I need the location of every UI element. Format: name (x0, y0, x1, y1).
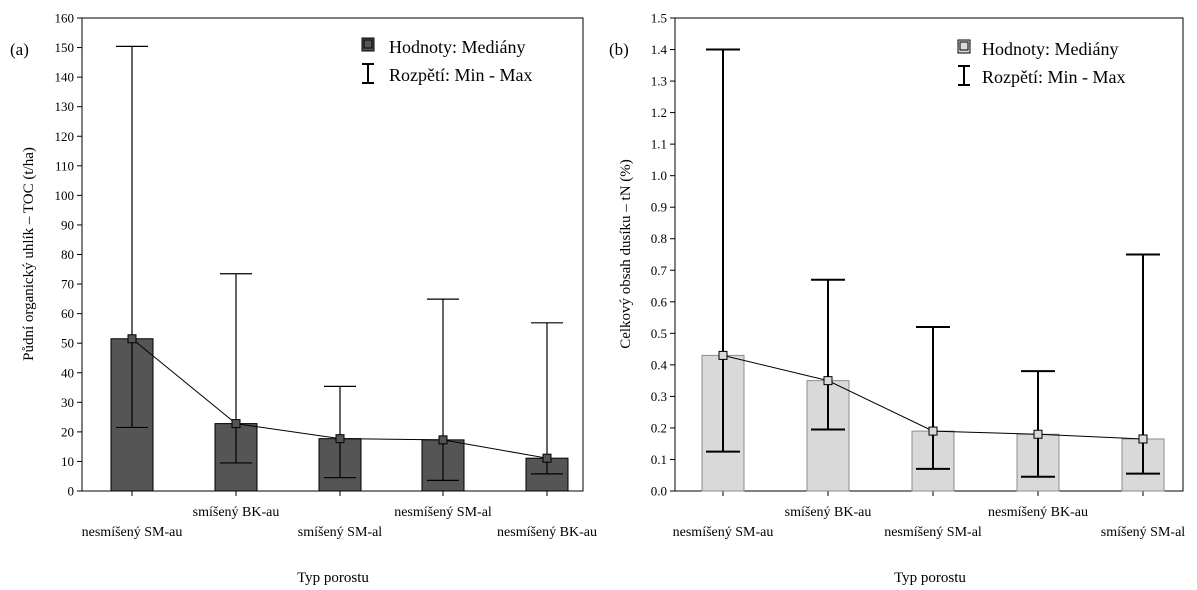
median-marker-a (335, 434, 345, 444)
y-tick-label-b: 1.2 (651, 105, 667, 120)
legend-errorbar-icon-a (362, 63, 374, 84)
y-tick-label-b: 0.3 (651, 389, 667, 404)
legend-marker-median-a (363, 39, 373, 49)
median-marker-b (1138, 434, 1148, 444)
panel-a: 0 10 20 30 40 50 60 70 80 90 100 110 120 130 140 150 160… (10, 11, 597, 587)
category-label-a: smíšený BK-au (193, 505, 280, 520)
y-tick-label-a: 50 (61, 336, 74, 351)
y-tick-label-a: 30 (61, 395, 74, 410)
y-tick-label-a: 150 (55, 40, 75, 55)
plot-frame-b (674, 17, 1184, 492)
y-tick-label-b: 0.9 (651, 200, 667, 215)
y-tick-label-b: 0.2 (651, 420, 667, 435)
median-marker-b (823, 376, 833, 386)
y-tick-label-a: 120 (55, 129, 75, 144)
y-tick-label-a: 130 (55, 99, 75, 114)
category-label-b: smíšený BK-au (785, 505, 872, 520)
legend-b: Hodnoty: Mediány Rozpětí: Min - Max (957, 39, 1125, 87)
y-axis-label-a: Půdní organický uhlík – TOC (t/ha) (21, 147, 37, 361)
x-axis-a: nesmíšený SM-au smíšený BK-au smíšený SM-a… (82, 505, 597, 540)
legend-label-median-a: Hodnoty: Mediány (389, 37, 526, 57)
y-tick-label-b: 1.0 (651, 168, 667, 183)
panel-label-a: (a) (10, 40, 29, 59)
plot-frame-a (81, 17, 584, 492)
category-label-b: nesmíšený SM-al (884, 525, 982, 540)
y-tick-label-b: 1.4 (651, 42, 668, 57)
y-tick-label-b: 0.0 (651, 484, 667, 499)
legend-label-range-a: Rozpětí: Min - Max (389, 65, 532, 85)
panel-label-b: (b) (609, 40, 629, 59)
legend-marker-median-b (959, 41, 969, 51)
y-tick-label-a: 110 (55, 158, 74, 173)
y-axis-b: 0.0 0.1 0.2 0.3 0.4 0.5 0.6 0.7 0.8 0.9 1.0 1.1 1.2 1… (651, 11, 1144, 499)
median-marker-a (231, 419, 241, 429)
category-label-b: nesmíšený SM-au (673, 525, 774, 540)
median-marker-a (542, 453, 552, 463)
y-tick-label-b: 1.3 (651, 74, 667, 89)
category-label-a: nesmíšený BK-au (497, 525, 597, 540)
y-tick-label-b: 0.1 (651, 452, 667, 467)
x-axis-label-b: Typ porostu (894, 570, 966, 586)
y-tick-label-a: 80 (61, 247, 74, 262)
y-tick-label-a: 60 (61, 306, 74, 321)
y-tick-label-b: 1.1 (651, 137, 667, 152)
median-marker-b (718, 350, 728, 360)
y-tick-label-a: 10 (61, 454, 74, 469)
y-tick-label-a: 0 (68, 484, 75, 499)
y-axis-label-b: Celkový obsah dusíku – tN (%) (618, 159, 634, 349)
y-tick-label-a: 140 (55, 70, 75, 85)
y-tick-label-a: 70 (61, 277, 74, 292)
category-label-b: nesmíšený BK-au (988, 505, 1088, 520)
y-tick-label-b: 0.5 (651, 326, 667, 341)
legend-label-range-b: Rozpětí: Min - Max (982, 67, 1125, 87)
y-tick-label-a: 20 (61, 424, 74, 439)
y-tick-label-b: 0.4 (651, 357, 668, 372)
median-marker-b (1033, 429, 1043, 439)
y-axis-a: 0 10 20 30 40 50 60 70 80 90 100 110 120 130 140 150 160 (55, 11, 548, 499)
error-bars-a (116, 45, 563, 481)
category-label-a: nesmíšený SM-au (82, 525, 183, 540)
y-tick-label-a: 40 (61, 365, 74, 380)
panel-b: 0.0 0.1 0.2 0.3 0.4 0.5 0.6 0.7 0.8 0.9 1.0 1.1 1.2 1… (609, 11, 1185, 587)
median-marker-b (928, 426, 938, 436)
error-bars-b (706, 48, 1160, 478)
legend-label-median-b: Hodnoty: Mediány (982, 39, 1119, 59)
y-tick-label-b: 0.7 (651, 263, 668, 278)
category-label-b: smíšený SM-al (1101, 525, 1186, 540)
y-tick-label-a: 160 (55, 11, 75, 26)
legend-a: Hodnoty: Mediány Rozpětí: Min - Max (361, 37, 532, 85)
y-tick-label-b: 0.6 (651, 294, 668, 309)
x-axis-b: nesmíšený SM-au smíšený BK-au nesmíšený SM… (673, 505, 1186, 540)
median-marker-a (438, 435, 448, 445)
y-tick-label-a: 100 (55, 188, 75, 203)
legend-errorbar-icon-b (958, 65, 970, 86)
y-tick-label-b: 0.8 (651, 231, 667, 246)
category-label-a: nesmíšený SM-al (394, 505, 492, 520)
x-axis-label-a: Typ porostu (297, 570, 369, 586)
y-tick-label-b: 1.5 (651, 11, 667, 26)
category-label-a: smíšený SM-al (298, 525, 383, 540)
median-marker-a (127, 334, 137, 344)
y-tick-label-a: 90 (61, 217, 74, 232)
